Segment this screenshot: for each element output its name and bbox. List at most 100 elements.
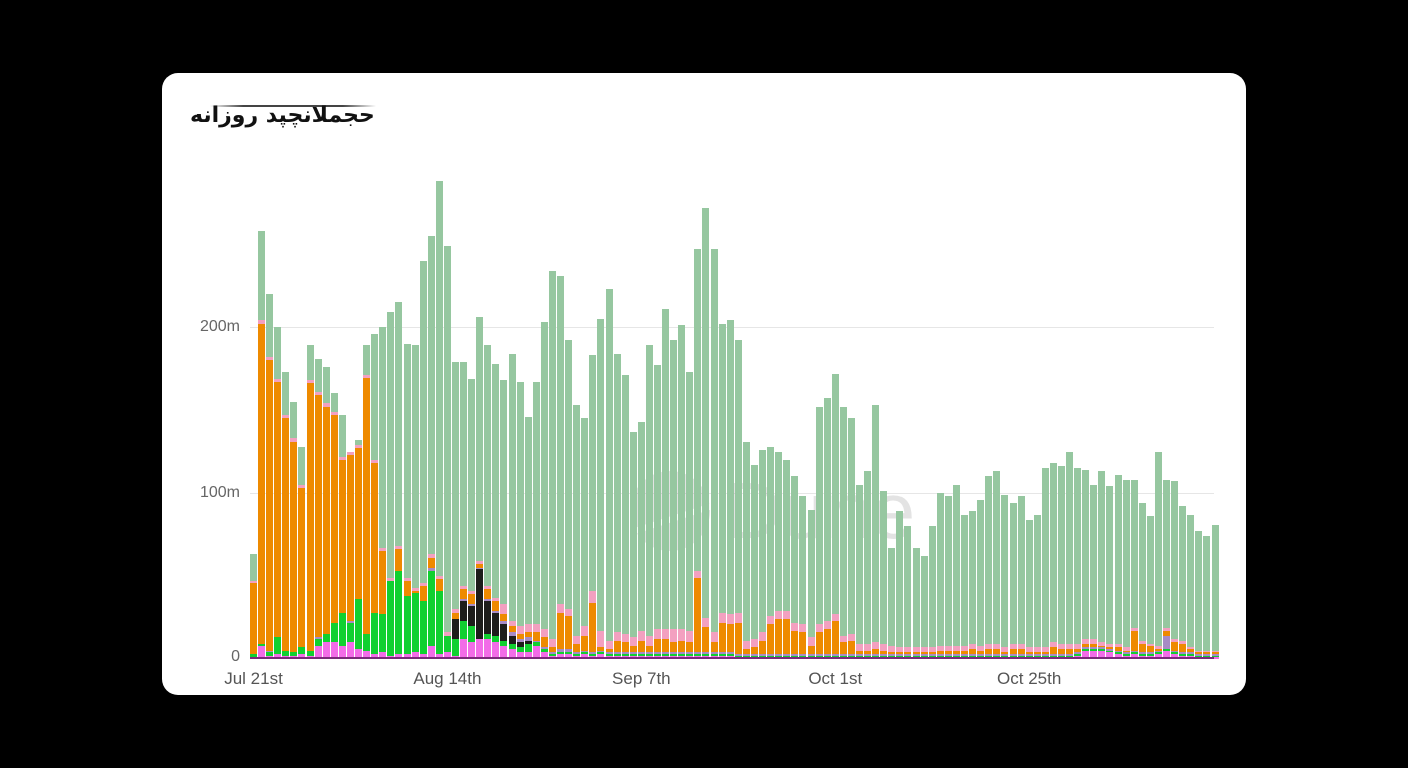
bar[interactable] [1009,503,1017,659]
bar[interactable] [702,207,710,659]
bar[interactable] [896,511,904,659]
bar[interactable] [1106,486,1114,659]
bar[interactable] [476,317,484,659]
bar[interactable] [880,491,888,659]
bar[interactable] [1017,496,1025,659]
bar[interactable] [532,381,540,659]
bar[interactable] [605,288,613,659]
bar[interactable] [783,459,791,659]
bar[interactable] [435,180,443,659]
bar[interactable] [904,526,912,659]
bar[interactable] [613,353,621,659]
bar[interactable] [807,509,815,659]
bar[interactable] [1114,474,1122,659]
bar[interactable] [1041,468,1049,659]
bar[interactable] [379,327,387,659]
bar[interactable] [1049,463,1057,659]
bar[interactable] [1082,469,1090,659]
bar[interactable] [524,416,532,659]
bar[interactable] [548,270,556,659]
bar[interactable] [944,496,952,659]
bar[interactable] [839,406,847,659]
bar[interactable] [565,340,573,659]
bar[interactable] [799,496,807,659]
bar[interactable] [419,260,427,659]
bar[interactable] [1211,524,1219,659]
bar[interactable] [411,345,419,659]
bar[interactable] [920,556,928,659]
bar[interactable] [266,293,274,659]
bar[interactable] [282,371,290,659]
bar[interactable] [508,353,516,659]
bar[interactable] [1074,468,1082,659]
bar[interactable] [322,366,330,659]
bar[interactable] [573,405,581,659]
bar[interactable] [290,401,298,659]
bar[interactable] [637,421,645,659]
bar[interactable] [1122,479,1130,659]
bar[interactable] [1025,519,1033,659]
bar[interactable] [1066,451,1074,659]
bar[interactable] [969,511,977,659]
bar[interactable] [1098,471,1106,659]
bar[interactable] [759,449,767,659]
bar[interactable] [872,405,880,659]
bar[interactable] [662,308,670,659]
bar[interactable] [678,325,686,659]
bar[interactable] [274,327,282,659]
bar[interactable] [645,345,653,659]
bar[interactable] [427,235,435,659]
bar[interactable] [791,476,799,659]
bar[interactable] [314,358,322,659]
bar[interactable] [734,340,742,659]
bar[interactable] [847,418,855,659]
bar[interactable] [468,378,476,659]
bar[interactable] [306,345,314,659]
bar[interactable] [443,245,451,659]
bar[interactable] [452,361,459,659]
bar[interactable] [1146,516,1154,659]
bar[interactable] [1033,514,1041,659]
bar[interactable] [1179,506,1187,659]
bar[interactable] [298,446,306,659]
bar[interactable] [338,415,346,659]
bar[interactable] [1163,479,1171,659]
bar[interactable] [718,323,726,659]
bar[interactable] [629,431,637,659]
bar[interactable] [330,393,338,659]
bar[interactable] [1001,494,1009,659]
bar[interactable] [750,464,758,659]
bar[interactable] [258,230,266,659]
bar[interactable] [1187,514,1195,659]
bar[interactable] [346,451,354,659]
bar[interactable] [1171,481,1179,659]
bar[interactable] [355,439,363,659]
bar[interactable] [540,322,548,659]
bar[interactable] [985,476,993,659]
bar[interactable] [815,406,823,659]
bar[interactable] [742,441,750,659]
bar[interactable] [831,373,839,659]
bar[interactable] [500,380,508,659]
bar[interactable] [767,446,775,659]
bar[interactable] [371,333,379,659]
bar[interactable] [1090,484,1098,659]
bar[interactable] [694,249,702,659]
bar[interactable] [581,418,589,659]
bar[interactable] [961,514,969,659]
bar[interactable] [775,451,783,659]
bar[interactable] [1138,503,1146,659]
bar[interactable] [589,355,597,659]
bar[interactable] [686,371,694,659]
bar[interactable] [484,345,492,659]
bar[interactable] [864,471,872,659]
bar[interactable] [250,554,257,659]
bar[interactable] [856,484,863,659]
bar[interactable] [1154,451,1162,659]
bar[interactable] [516,381,524,659]
bar[interactable] [363,345,371,659]
bar[interactable] [403,343,411,659]
bar[interactable] [952,484,960,659]
bar[interactable] [823,398,831,659]
bar[interactable] [460,361,468,659]
